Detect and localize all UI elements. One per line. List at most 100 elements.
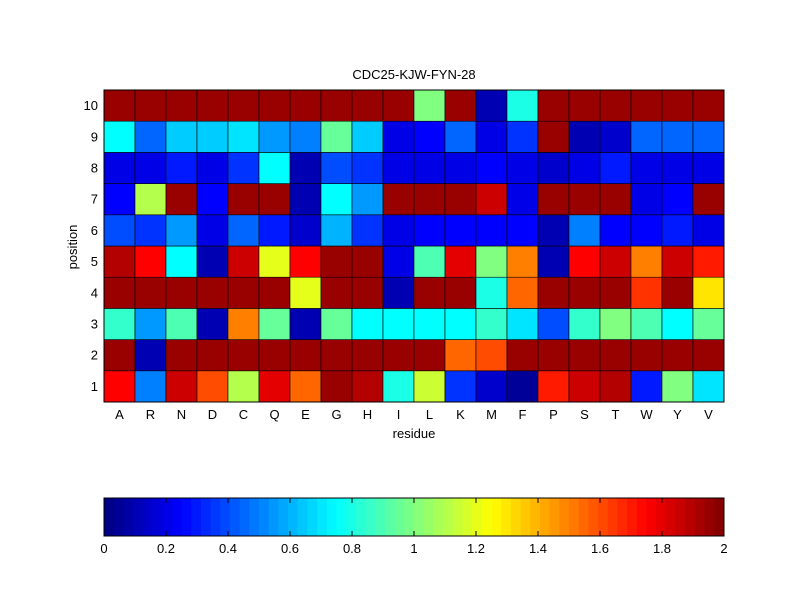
x-tick-label: C	[239, 407, 248, 422]
heatmap-cell-W-10	[630, 89, 663, 122]
heatmap-cell-G-1	[320, 370, 353, 403]
heatmap-cell-P-4	[537, 276, 570, 309]
y-tick-label: 9	[91, 129, 98, 144]
colorbar-swatch	[627, 498, 638, 536]
heatmap-cell-T-6	[599, 214, 632, 247]
x-tick-label: D	[208, 407, 217, 422]
heatmap-cell-R-6	[134, 214, 167, 247]
heatmap-cell-K-8	[444, 152, 477, 184]
colorbar-swatch	[598, 498, 609, 536]
heatmap-cell-P-8	[537, 152, 570, 184]
heatmap-cell-T-1	[599, 370, 632, 403]
heatmap-cell-S-10	[568, 89, 601, 122]
heatmap-cell-W-7	[630, 183, 663, 216]
heatmap-cell-G-5	[320, 245, 353, 278]
x-tick-label: A	[115, 407, 124, 422]
colorbar-tick-label: 1.2	[467, 541, 485, 556]
colorbar-swatch	[636, 498, 647, 536]
y-tick-label: 5	[91, 254, 98, 269]
heatmap-cell-C-4	[227, 276, 260, 309]
colorbar-swatch	[317, 498, 328, 536]
heatmap-cell-M-6	[475, 214, 508, 247]
heatmap-cell-N-2	[165, 339, 198, 372]
heatmap-cell-F-1	[506, 370, 539, 403]
heatmap-cell-I-1	[382, 370, 415, 403]
x-tick-label: K	[456, 407, 465, 422]
heatmap-cell-E-6	[289, 214, 322, 247]
heatmap-cell-N-9	[165, 120, 198, 153]
heatmap-cell-R-5	[134, 245, 167, 278]
colorbar-swatch	[714, 498, 725, 536]
heatmap-cell-Y-8	[661, 152, 694, 184]
colorbar-tick-label: 1	[410, 541, 417, 556]
heatmap-cell-C-1	[227, 370, 260, 403]
heatmap-cell-D-7	[196, 183, 229, 216]
heatmap-cell-G-6	[320, 214, 353, 247]
heatmap-cell-P-10	[537, 89, 570, 122]
heatmap-cell-E-9	[289, 120, 322, 153]
y-tick-label: 2	[91, 348, 98, 363]
colorbar-swatch	[384, 498, 396, 536]
heatmap-cell-R-2	[134, 339, 167, 372]
heatmap-cell-W-3	[630, 308, 663, 340]
heatmap-cell-G-4	[320, 276, 353, 309]
heatmap-cell-E-8	[289, 152, 322, 184]
heatmap-cell-D-5	[196, 245, 229, 278]
colorbar-swatch	[539, 498, 551, 536]
heatmap-cell-G-3	[320, 308, 353, 340]
heatmap-cell-E-10	[289, 89, 322, 122]
heatmap-cell-K-7	[444, 183, 477, 216]
heatmap-cell-I-3	[382, 308, 415, 340]
colorbar-swatch	[346, 498, 357, 536]
y-axis-label: position	[65, 225, 80, 270]
heatmap-cell-R-9	[134, 120, 167, 153]
colorbar-swatch	[501, 498, 512, 536]
heatmap-cell-W-4	[630, 276, 663, 309]
heatmap-cell-S-9	[568, 120, 601, 153]
heatmap-cell-Q-8	[258, 152, 291, 184]
heatmap-cell-A-4	[103, 276, 136, 309]
plot-frame	[103, 89, 725, 403]
colorbar-swatch	[704, 498, 715, 536]
colorbar-swatch	[239, 498, 250, 536]
heatmap-cell-Y-5	[661, 245, 694, 278]
heatmap-cell-L-5	[413, 245, 446, 278]
colorbar-swatch	[530, 498, 541, 536]
heatmap-cell-P-2	[537, 339, 570, 372]
colorbar-swatch	[443, 498, 454, 536]
colorbar-swatch	[355, 498, 367, 536]
heatmap-cell-A-6	[103, 214, 136, 247]
heatmap-cell-Y-9	[661, 120, 694, 153]
heatmap-cell-D-1	[196, 370, 229, 403]
colorbar-swatch	[656, 498, 667, 536]
heatmap-cell-Q-9	[258, 120, 291, 153]
heatmap-cell-Q-2	[258, 339, 291, 372]
heatmap-cell-M-7	[475, 183, 508, 216]
heatmap-cell-S-4	[568, 276, 601, 309]
heatmap-cell-N-5	[165, 245, 198, 278]
heatmap-cell-A-9	[103, 120, 136, 153]
heatmap-cell-D-8	[196, 152, 229, 184]
heatmap-cell-Y-4	[661, 276, 694, 309]
heatmap-cell-H-1	[351, 370, 384, 403]
heatmap-cell-T-10	[599, 89, 632, 122]
heatmap-cell-L-10	[413, 89, 446, 122]
colorbar-tick-label: 1.6	[591, 541, 609, 556]
heatmap-cell-P-5	[537, 245, 570, 278]
colorbar-swatch	[452, 498, 463, 536]
heatmap-cell-C-2	[227, 339, 260, 372]
heatmap-cell-Y-10	[661, 89, 694, 122]
heatmap-cell-H-4	[351, 276, 384, 309]
y-tick-label: 8	[91, 161, 98, 176]
x-tick-label: P	[549, 407, 558, 422]
heatmap-cell-W-8	[630, 152, 663, 184]
colorbar-swatch	[210, 498, 221, 536]
colorbar	[104, 498, 725, 536]
heatmap-cell-F-10	[506, 89, 539, 122]
heatmap-cell-F-7	[506, 183, 539, 216]
heatmap-cell-V-6	[692, 214, 725, 247]
heatmap-cell-F-4	[506, 276, 539, 309]
colorbar-tick-label: 2	[720, 541, 727, 556]
colorbar-swatch	[433, 498, 444, 536]
colorbar-swatch	[278, 498, 289, 536]
